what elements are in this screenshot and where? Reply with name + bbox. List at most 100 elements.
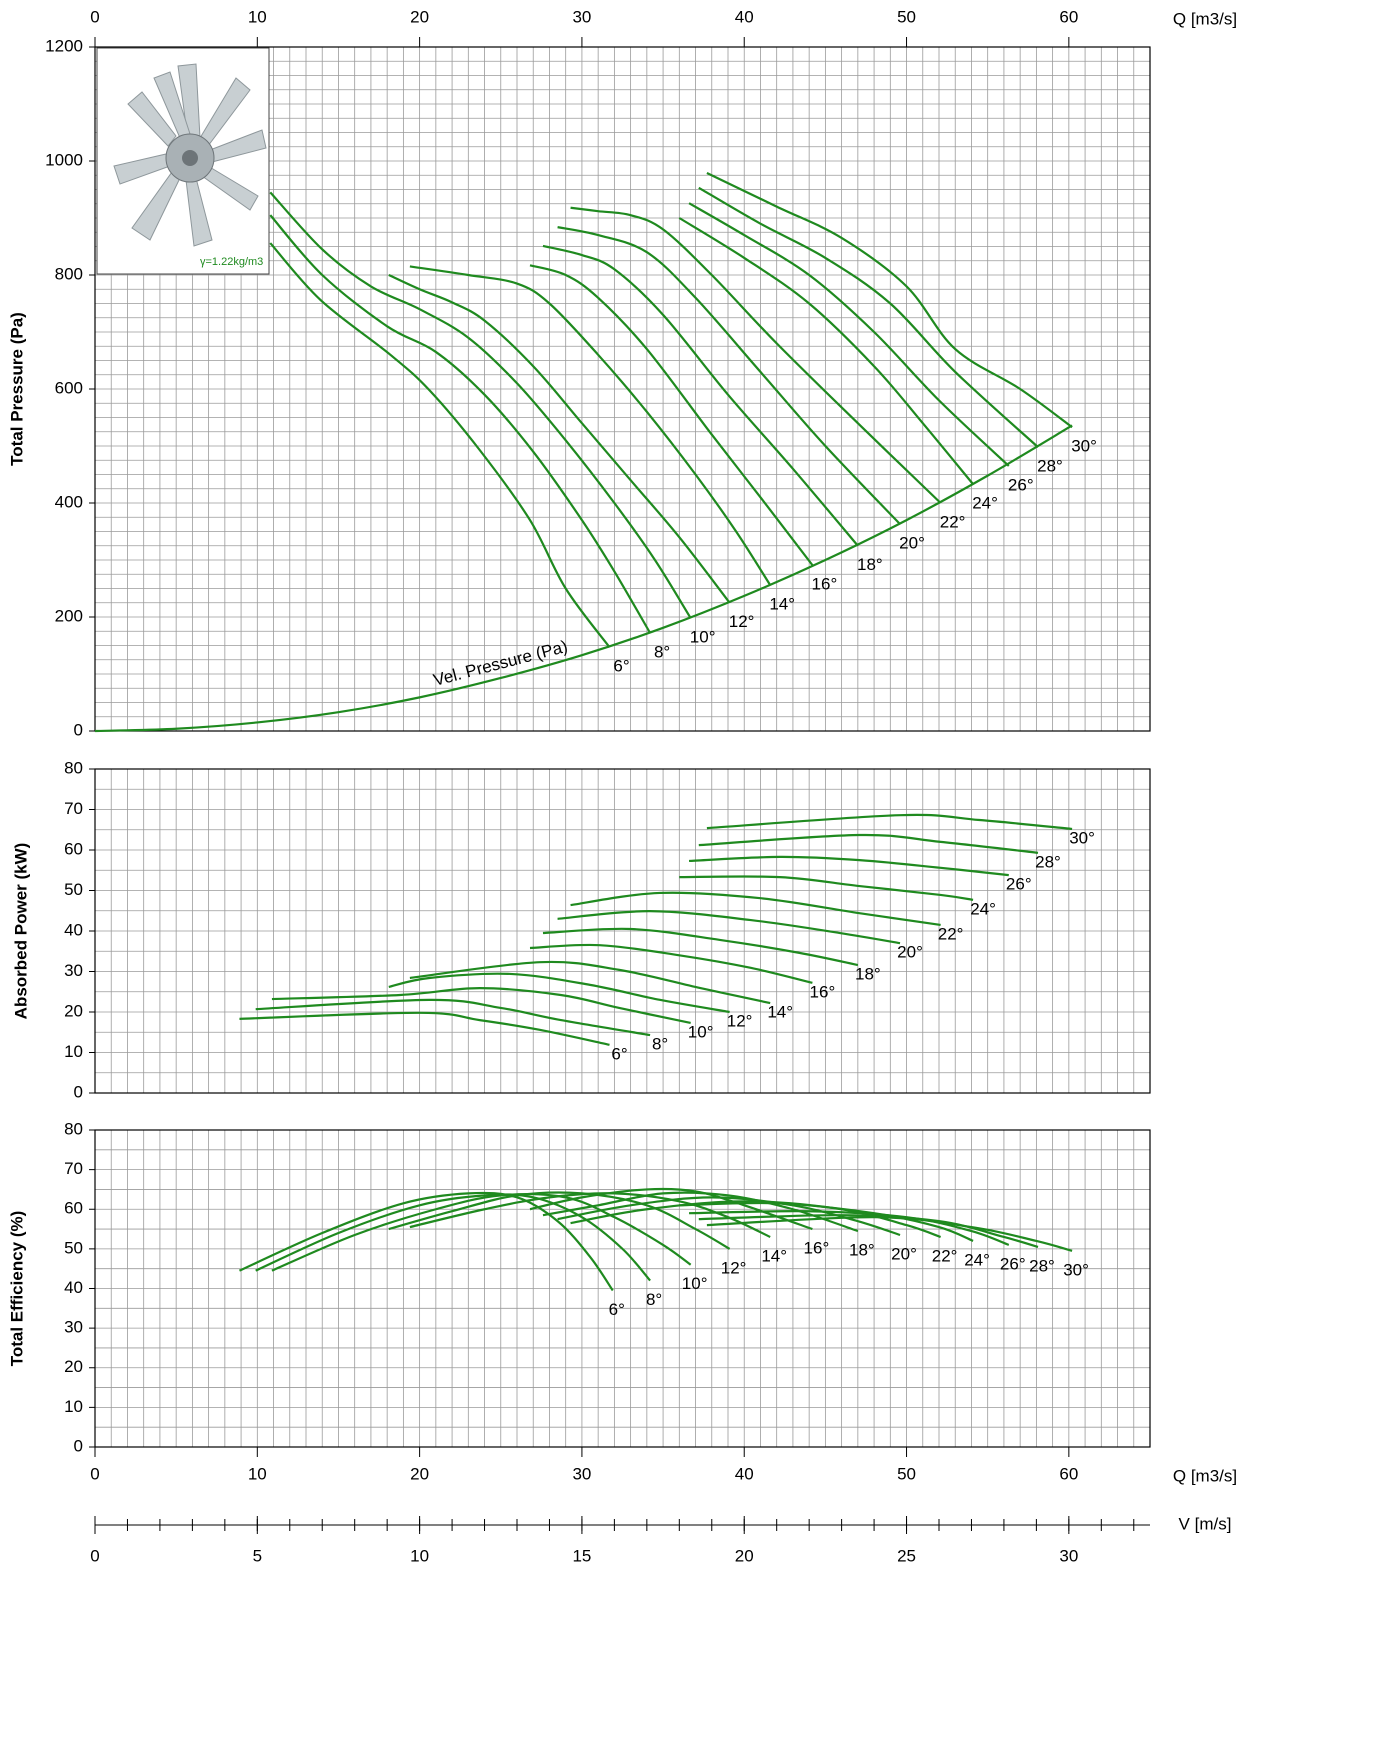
x-tick-label: 60 <box>1059 1464 1078 1483</box>
v-tick-label: 0 <box>90 1546 99 1565</box>
y-tick-label: 30 <box>64 1318 83 1337</box>
x-tick-label: 40 <box>735 1464 754 1483</box>
y-tick-label: 20 <box>64 1357 83 1376</box>
x-tick-label: 20 <box>410 7 429 26</box>
curve <box>570 206 942 504</box>
curve-label: 20° <box>899 534 925 553</box>
curve <box>409 265 772 586</box>
x-tick-label: 40 <box>735 7 754 26</box>
curve-label: 6° <box>609 1300 625 1319</box>
curve <box>557 226 901 525</box>
curve-label: 30° <box>1069 828 1095 847</box>
y-tick-label: 200 <box>55 606 83 625</box>
x-tick-label: 50 <box>897 7 916 26</box>
y-tick-label: 1200 <box>45 36 83 55</box>
y-tick-label: 400 <box>55 492 83 511</box>
curve <box>529 943 813 984</box>
curve-label: 12° <box>729 612 755 631</box>
v-tick-label: 15 <box>572 1546 591 1565</box>
y-axis-label: Absorbed Power (kW) <box>11 843 30 1020</box>
curve <box>388 274 731 604</box>
y-tick-label: 60 <box>64 1199 83 1218</box>
curve-label: 28° <box>1029 1256 1055 1275</box>
y-tick-label: 70 <box>64 1159 83 1178</box>
curve-label: 28° <box>1035 852 1061 871</box>
x-tick-label: 30 <box>572 7 591 26</box>
curve-label: 6° <box>611 1044 627 1063</box>
y-tick-label: 50 <box>64 1238 83 1257</box>
curve-label: 18° <box>849 1241 875 1260</box>
curve-label: 16° <box>804 1239 830 1258</box>
x-tick-label: 10 <box>248 7 267 26</box>
curve-label: 18° <box>855 965 881 984</box>
curve <box>238 1191 614 1292</box>
curve-label: 22° <box>940 512 966 531</box>
curve <box>570 891 941 927</box>
curve-label: 8° <box>646 1290 662 1309</box>
v-axis-label: V [m/s] <box>1179 1514 1232 1533</box>
curve <box>269 242 611 648</box>
curve-label: 10° <box>682 1274 708 1293</box>
x-tick-label: 10 <box>248 1464 267 1483</box>
v-tick-label: 20 <box>735 1546 754 1565</box>
curve <box>388 972 730 1014</box>
curve-label: 30° <box>1063 1260 1089 1279</box>
v-tick-label: 5 <box>253 1546 262 1565</box>
x-tick-label: 60 <box>1059 7 1078 26</box>
y-tick-label: 20 <box>64 1001 83 1020</box>
curve <box>94 424 1073 733</box>
curve <box>239 1011 610 1046</box>
curve-label: 26° <box>1008 475 1034 494</box>
y-tick-label: 0 <box>74 1082 83 1101</box>
curve-label: 16° <box>812 575 838 594</box>
curve-label: 12° <box>727 1011 753 1030</box>
x-axis-label: Q [m3/s] <box>1173 9 1237 28</box>
v-tick-label: 30 <box>1059 1546 1078 1565</box>
x-tick-label: 20 <box>410 1464 429 1483</box>
x-tick-label: 0 <box>90 7 99 26</box>
curve <box>678 217 974 485</box>
x-tick-label: 0 <box>90 1464 99 1483</box>
curve <box>688 855 1009 877</box>
curve-label: 6° <box>613 657 629 676</box>
curve <box>271 987 691 1025</box>
curve <box>271 1193 692 1272</box>
curve <box>409 960 771 1005</box>
fan-inset: γ=1.22kg/m3 <box>96 47 270 275</box>
curve-label: 18° <box>857 555 883 574</box>
curve-label: 8° <box>652 1035 668 1054</box>
curve <box>409 1192 771 1238</box>
y-tick-label: 10 <box>64 1397 83 1416</box>
density-note: γ=1.22kg/m3 <box>200 256 263 268</box>
x-tick-label: 30 <box>572 1464 591 1483</box>
curve-label: 24° <box>964 1250 990 1269</box>
curve-label: 22° <box>932 1246 958 1265</box>
curve-label: 24° <box>972 494 998 513</box>
curve <box>542 244 859 547</box>
curve <box>269 191 692 619</box>
y-axis-label: Total Efficiency (%) <box>7 1211 26 1367</box>
curve <box>269 214 652 634</box>
y-tick-label: 40 <box>64 920 83 939</box>
v-tick-label: 10 <box>410 1546 429 1565</box>
curve <box>557 1196 901 1237</box>
curve <box>255 998 651 1037</box>
curve-label: 22° <box>938 924 964 943</box>
curve <box>688 202 1010 467</box>
curve-label: 24° <box>970 899 996 918</box>
y-tick-label: 600 <box>55 378 83 397</box>
curve-label: 14° <box>767 1003 793 1022</box>
curve-label: 8° <box>654 642 670 661</box>
x-axis-label: Q [m3/s] <box>1173 1466 1237 1485</box>
curve <box>542 927 859 967</box>
curve-label: 26° <box>1000 1254 1026 1273</box>
curve <box>706 813 1073 831</box>
y-tick-label: 0 <box>74 1436 83 1455</box>
curve <box>255 1193 651 1282</box>
curve <box>529 1187 813 1231</box>
curve-label: 20° <box>891 1244 917 1263</box>
curve-label: 14° <box>761 1246 787 1265</box>
y-tick-label: 10 <box>64 1042 83 1061</box>
curve <box>698 186 1039 448</box>
